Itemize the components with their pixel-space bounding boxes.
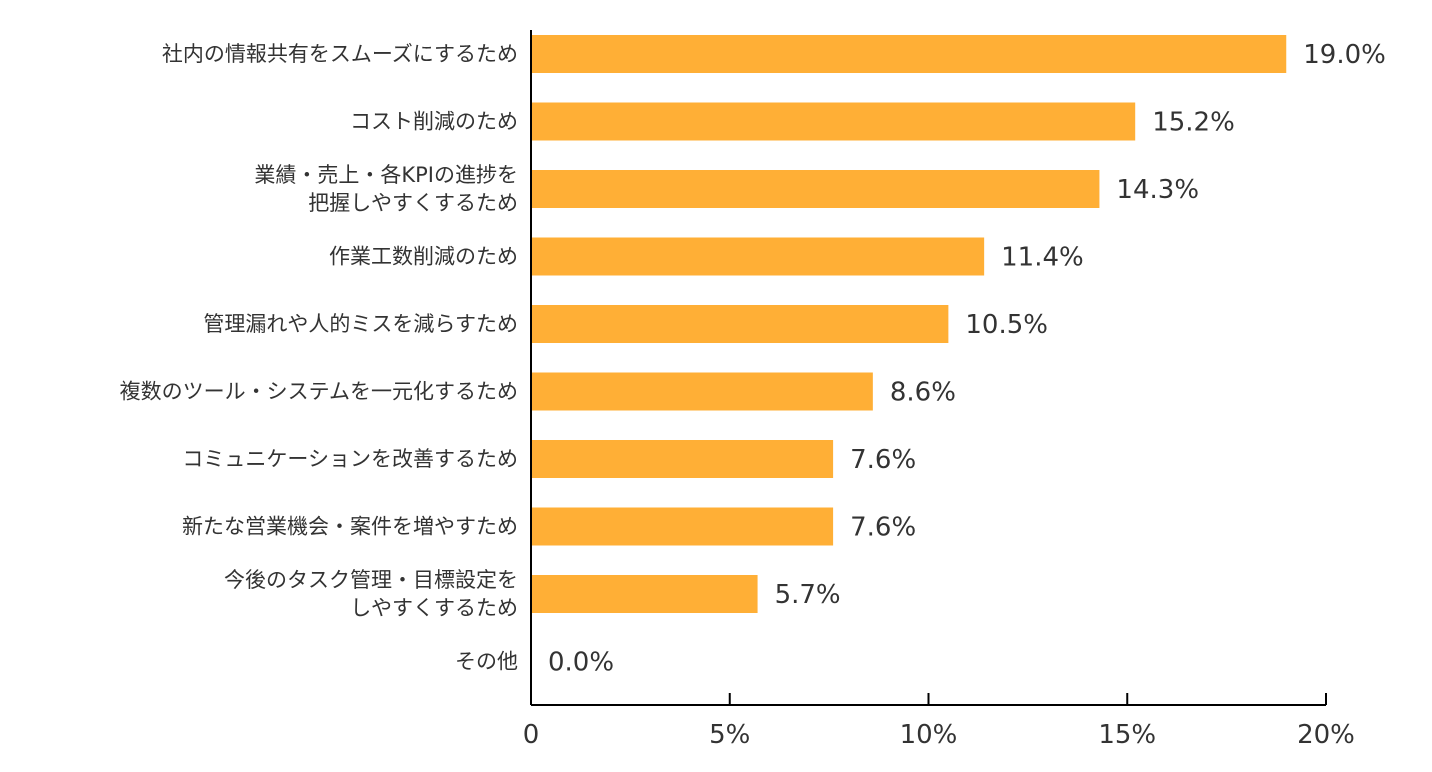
value-label: 7.6% (850, 445, 916, 475)
x-tick-label: 5% (709, 720, 750, 750)
bar (531, 372, 873, 411)
category-label: 業績・売上・各KPIの進捗を (254, 163, 518, 187)
x-tick-label: 10% (900, 720, 958, 750)
category-label: 今後のタスク管理・目標設定を (224, 568, 518, 592)
category-label: 管理漏れや人的ミスを減らすため (203, 312, 518, 336)
value-label: 11.4% (1001, 243, 1084, 273)
category-label: 作業工数削減のため (329, 245, 518, 269)
category-label: 新たな営業機会・案件を増やすため (182, 515, 518, 539)
x-axis: 0 5% 10% 15% 20% (523, 30, 1355, 750)
x-tick-label: 0 (523, 720, 540, 750)
value-label: 8.6% (890, 378, 956, 408)
category-label: その他 (455, 650, 518, 674)
bars-layer (531, 35, 1287, 613)
category-label: 複数のツール・システムを一元化するため (120, 380, 518, 404)
bar (531, 170, 1100, 208)
bar (531, 237, 985, 276)
bar (531, 440, 834, 478)
category-label: しやすくするため (350, 596, 518, 620)
value-label: 19.0% (1303, 40, 1386, 70)
value-label: 0.0% (548, 648, 614, 678)
bar (531, 575, 758, 613)
bar (531, 35, 1287, 73)
x-tick-label: 15% (1098, 720, 1156, 750)
category-label: 社内の情報共有をスムーズにするため (162, 42, 518, 66)
bar (531, 102, 1136, 141)
category-label: コスト削減のため (350, 110, 518, 134)
category-label: 把握しやすくするため (308, 191, 518, 215)
category-label: コミュニケーションを改善するため (182, 447, 518, 471)
bar (531, 305, 949, 343)
value-labels: 19.0% 15.2% 14.3% 11.4% 10.5% 8.6% 7.6% 7.6% 5.7… (548, 40, 1386, 678)
bar (531, 507, 834, 546)
value-label: 14.3% (1116, 175, 1199, 205)
x-tick-label: 20% (1297, 720, 1355, 750)
value-label: 5.7% (775, 580, 841, 610)
category-labels: 社内の情報共有をスムーズにするためコスト削減のため業績・売上・各KPIの進捗を把… (120, 42, 518, 674)
value-label: 7.6% (850, 513, 916, 543)
value-label: 10.5% (965, 310, 1048, 340)
value-label: 15.2% (1152, 108, 1235, 138)
